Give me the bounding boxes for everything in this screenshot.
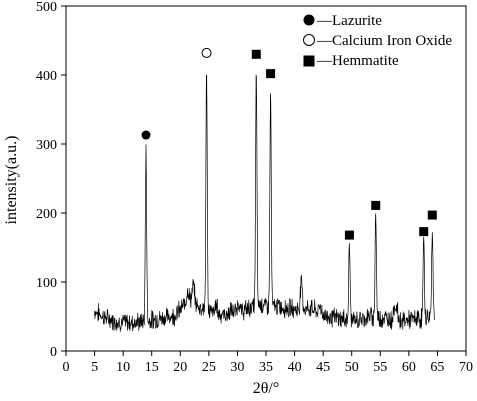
x-tick-label: 0: [63, 360, 70, 375]
legend-hemmatite-marker: [303, 55, 315, 67]
x-axis-ticks: 0 5 10 15 20 25 30 35 40 45 50 55 60 65 70: [63, 351, 473, 375]
y-tick-label: 0: [50, 345, 57, 360]
calcium-iron-oxide-peak-marker: [201, 47, 212, 58]
x-axis-title: 2θ/°: [253, 380, 280, 397]
peak-markers: [141, 47, 437, 240]
hemmatite-peak-marker: [419, 227, 429, 237]
x-tick-label: 5: [91, 360, 98, 375]
y-tick-label: 400: [36, 69, 57, 84]
diffraction-pattern-line: [94, 74, 435, 332]
hemmatite-peak-marker: [427, 210, 437, 220]
hemmatite-peak-marker: [266, 69, 276, 79]
legend-hemmatite-label: —Hemmatite: [316, 53, 399, 69]
hemmatite-peak-marker: [251, 49, 261, 59]
y-tick-label: 300: [36, 138, 57, 153]
x-tick-label: 30: [230, 360, 244, 375]
x-tick-label: 15: [145, 360, 159, 375]
legend-calcium-iron-oxide-marker: [303, 34, 315, 46]
hemmatite-peak-marker: [344, 230, 354, 240]
lazurite-peak-marker: [141, 130, 151, 140]
y-tick-label: 100: [36, 276, 57, 291]
x-tick-label: 70: [459, 360, 473, 375]
hemmatite-peak-marker: [371, 200, 381, 210]
x-tick-label: 55: [373, 360, 387, 375]
y-axis-title: intensity(a.u.): [3, 136, 20, 225]
x-tick-label: 45: [316, 360, 330, 375]
x-tick-label: 50: [345, 360, 359, 375]
legend-lazurite-label: —Lazurite: [316, 13, 382, 29]
x-tick-label: 60: [402, 360, 416, 375]
x-tick-label: 10: [116, 360, 130, 375]
legend-calcium-iron-oxide-label: —Calcium Iron Oxide: [316, 33, 452, 49]
y-axis-ticks: 0 100 200 300 400 500: [36, 0, 66, 360]
x-tick-label: 35: [259, 360, 273, 375]
legend-lazurite-marker: [303, 14, 315, 26]
legend: —Lazurite —Calcium Iron Oxide —Hemmatite: [303, 13, 452, 69]
x-tick-label: 20: [173, 360, 187, 375]
x-tick-label: 65: [430, 360, 444, 375]
x-tick-label: 40: [288, 360, 302, 375]
x-tick-label: 25: [202, 360, 216, 375]
y-tick-label: 200: [36, 207, 57, 222]
y-tick-label: 500: [36, 0, 57, 15]
